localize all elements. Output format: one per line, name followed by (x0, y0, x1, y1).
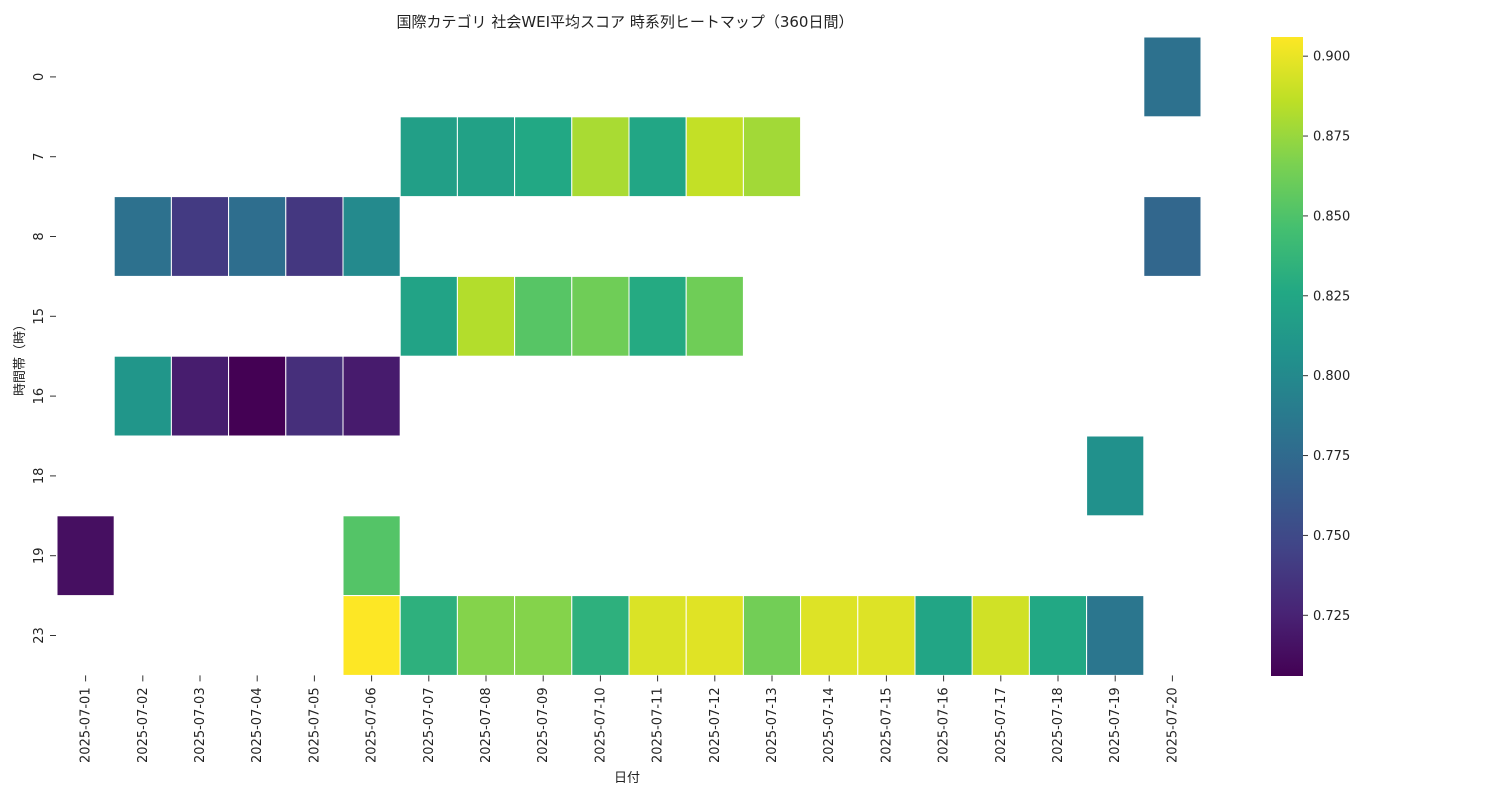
heatmap-cell (399, 275, 458, 357)
heatmap-cell (456, 595, 516, 676)
x-tick-label: 2025-07-15 (879, 687, 894, 763)
heatmap-cell (1143, 36, 1202, 118)
x-tick-label: 2025-07-17 (994, 687, 1009, 763)
heatmap-cell (1086, 595, 1145, 676)
x-tick-label: 2025-07-03 (193, 687, 208, 763)
heatmap-cell (628, 275, 687, 357)
y-tick-label: 18 (32, 468, 47, 485)
x-tick-label: 2025-07-06 (365, 687, 380, 763)
y-tick-label: 8 (32, 232, 47, 240)
heatmap-cell (170, 196, 230, 277)
heatmap-cell (514, 116, 573, 198)
heatmap-cell (456, 275, 516, 357)
x-tick-label: 2025-07-07 (422, 687, 437, 763)
heatmap-cell (399, 116, 458, 198)
x-tick-label: 2025-07-12 (708, 687, 723, 763)
heatmap-cell (342, 515, 401, 597)
x-tick-label: 2025-07-11 (651, 687, 666, 763)
heatmap-cell (1086, 435, 1145, 517)
colorbar-tick-label: 0.775 (1313, 449, 1350, 464)
heatmap-cell (742, 116, 802, 198)
x-tick-label: 2025-07-02 (136, 687, 151, 763)
y-axis-label: 時間帯（時） (13, 318, 28, 396)
heatmap-cell (571, 595, 630, 676)
x-tick-label: 2025-07-09 (536, 687, 551, 763)
heatmap-cell (685, 275, 744, 357)
heatmap-cell (456, 116, 516, 198)
x-tick-label: 2025-07-16 (937, 687, 952, 763)
heatmap-cell (285, 355, 344, 437)
chart-title: 国際カテゴリ 社会WEI平均スコア 時系列ヒートマップ（360日間） (397, 13, 854, 31)
heatmap-cell (228, 355, 287, 437)
colorbar (1271, 37, 1303, 676)
colorbar-tick-label: 0.825 (1313, 289, 1350, 304)
heatmap-cell (628, 116, 687, 198)
heatmap-cell (56, 515, 115, 597)
colorbar-tick-label: 0.800 (1313, 369, 1350, 384)
heatmap-cell (113, 355, 172, 437)
x-tick-label: 2025-07-14 (822, 687, 837, 763)
heatmap-cell (800, 595, 859, 676)
heatmap-cell (914, 595, 973, 676)
heatmap-cell (170, 355, 230, 437)
colorbar-tick-label: 0.875 (1313, 130, 1350, 145)
heatmap-cell (342, 355, 401, 437)
heatmap-cell (857, 595, 916, 676)
heatmap-cell (1143, 196, 1202, 277)
x-tick-label: 2025-07-13 (765, 687, 780, 763)
x-tick-label: 2025-07-08 (479, 687, 494, 763)
y-axis-ticks: 0 7 8 15 16 18 19 23 (32, 73, 56, 644)
colorbar-tick-label: 0.900 (1313, 50, 1350, 65)
heatmap-cell (971, 595, 1030, 676)
y-tick-label: 19 (32, 547, 47, 564)
colorbar-ticks: 0.725 0.750 0.775 0.800 0.825 0.850 0.875 0.900 (1303, 50, 1350, 624)
x-tick-label: 2025-07-05 (307, 687, 322, 763)
heatmap-cell (514, 275, 573, 357)
colorbar-tick-label: 0.850 (1313, 209, 1350, 224)
heatmap-cell (399, 595, 458, 676)
heatmap-cell (571, 275, 630, 357)
y-tick-label: 23 (32, 627, 47, 644)
x-tick-label: 2025-07-19 (1108, 687, 1123, 763)
heatmap-cell (514, 595, 573, 676)
x-axis-label: 日付 (614, 771, 640, 786)
heatmap-cell (228, 196, 287, 277)
heatmap-cell (1028, 595, 1088, 676)
y-tick-label: 15 (32, 308, 47, 325)
heatmap-cell (285, 196, 344, 277)
heatmap-cell (342, 196, 401, 277)
heatmap-cell (685, 595, 744, 676)
y-tick-label: 16 (32, 388, 47, 405)
heatmap-cell (571, 116, 630, 198)
x-tick-label: 2025-07-20 (1165, 687, 1180, 763)
y-tick-label: 7 (32, 153, 47, 161)
x-tick-label: 2025-07-18 (1051, 687, 1066, 763)
x-axis-ticks: 2025-07-01 2025-07-02 2025-07-03 2025-07-04… (79, 675, 1180, 763)
colorbar-tick-label: 0.725 (1313, 609, 1350, 624)
heatmap-cell (113, 196, 172, 277)
colorbar-tick-label: 0.750 (1313, 529, 1350, 544)
x-tick-label: 2025-07-10 (593, 687, 608, 763)
heatmap-cell (742, 595, 802, 676)
heatmap-cell (628, 595, 687, 676)
x-tick-label: 2025-07-01 (79, 687, 94, 763)
heatmap-cell (685, 116, 744, 198)
y-tick-label: 0 (32, 73, 47, 81)
heatmap-cells (56, 36, 1202, 676)
x-tick-label: 2025-07-04 (250, 687, 265, 763)
heatmap-cell (342, 595, 401, 676)
